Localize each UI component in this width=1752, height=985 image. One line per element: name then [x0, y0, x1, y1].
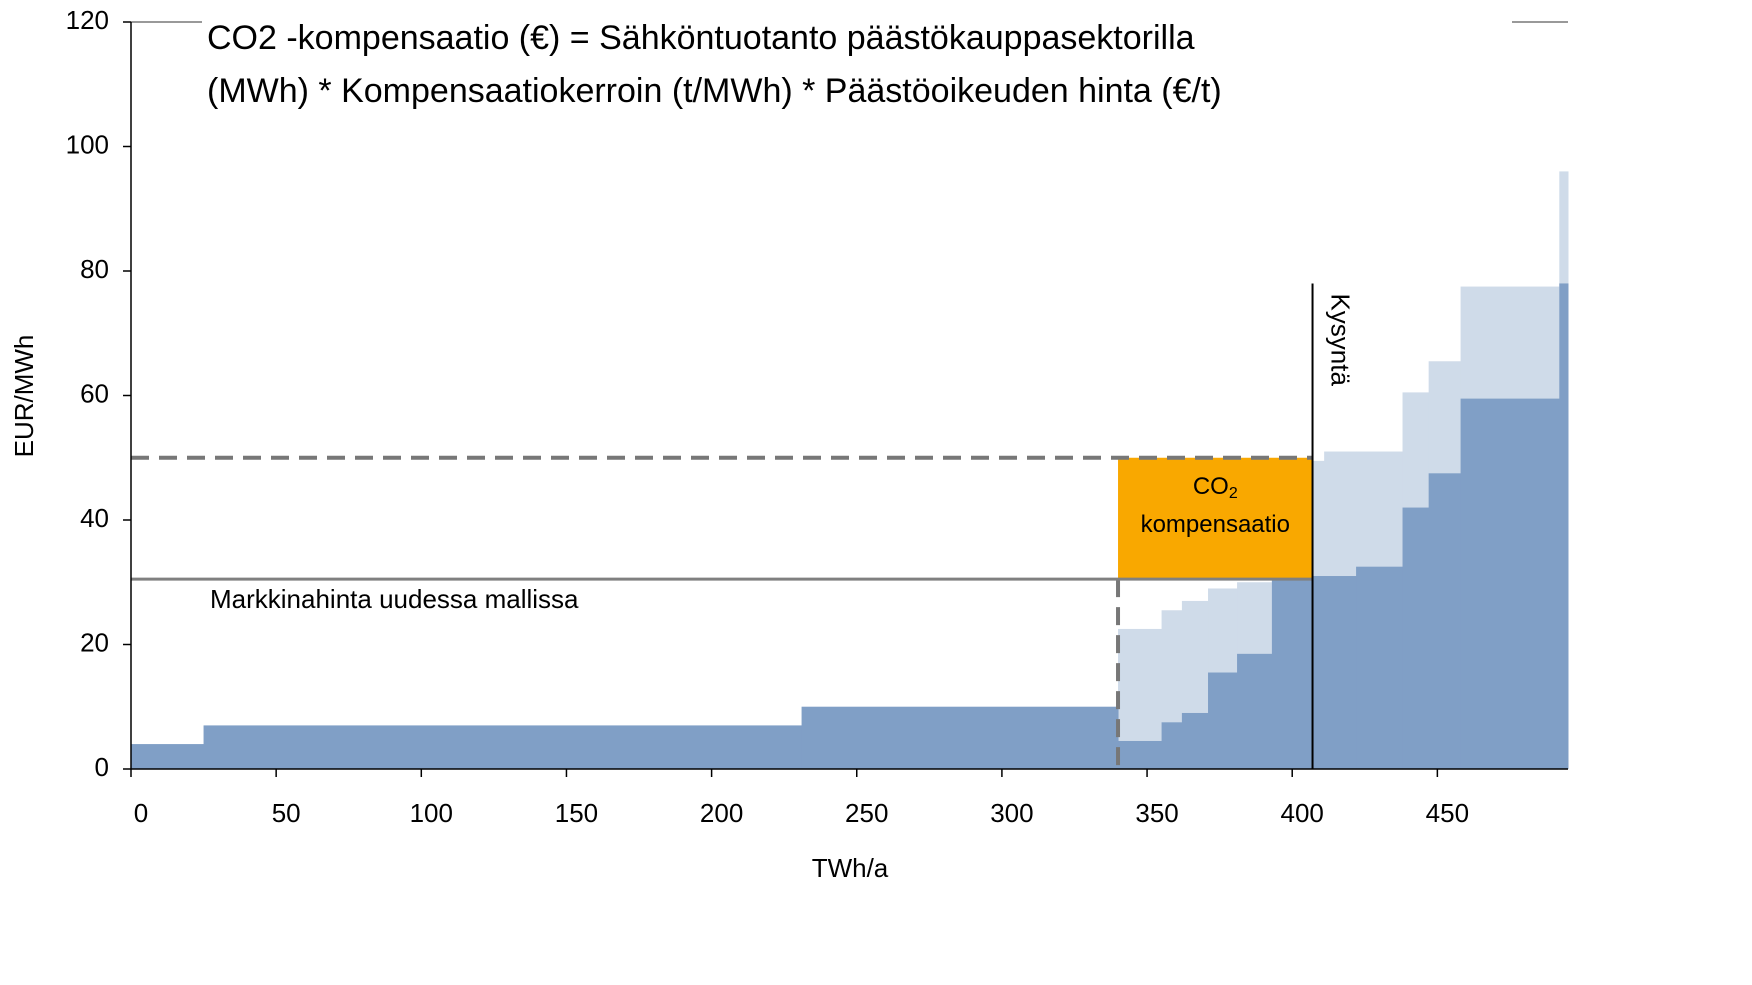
x-tick-label: 400: [1281, 798, 1324, 828]
compensation-box: [1118, 457, 1313, 580]
y-tick-label: 120: [66, 5, 109, 35]
step-bar: [131, 744, 205, 769]
step-bar: [1559, 283, 1569, 769]
step-bar: [801, 706, 1119, 769]
x-axis-label: TWh/a: [812, 853, 889, 883]
y-tick-label: 0: [95, 752, 109, 782]
compensation-label: CO2: [1193, 473, 1238, 502]
chart-title: CO2 -kompensaatio (€) = Sähköntuotanto p…: [207, 19, 1195, 57]
step-bar: [1161, 722, 1183, 769]
y-tick-label: 80: [80, 254, 109, 284]
step-bar: [1118, 740, 1163, 769]
x-tick-label: 50: [272, 798, 301, 828]
x-tick-label: 350: [1135, 798, 1178, 828]
step-bar: [1271, 579, 1314, 769]
y-tick-label: 100: [66, 129, 109, 159]
x-tick-label: 150: [555, 798, 598, 828]
y-tick-label: 40: [80, 503, 109, 533]
step-bar: [1428, 473, 1462, 769]
y-tick-label: 60: [80, 378, 109, 408]
compensation-label-main: CO: [1193, 473, 1229, 500]
x-tick-label: 200: [700, 798, 743, 828]
x-tick-label: 0: [134, 798, 148, 828]
step-bar: [1402, 507, 1430, 769]
step-bar: [1237, 653, 1273, 769]
x-tick-label: 450: [1426, 798, 1469, 828]
y-axis-label: EUR/MWh: [9, 335, 39, 458]
step-bar: [1460, 398, 1560, 769]
step-bar: [203, 725, 803, 769]
step-bar: [1356, 566, 1404, 769]
compensation-label-sub: 2: [1229, 485, 1238, 502]
step-bar: [1324, 576, 1357, 769]
demand-label: Kysyntä: [1326, 293, 1356, 386]
step-bar: [1208, 672, 1238, 769]
step-bar: [1312, 576, 1325, 769]
y-tick-label: 20: [80, 627, 109, 657]
x-tick-label: 300: [990, 798, 1033, 828]
step-bar: [1181, 712, 1209, 769]
compensation-label: kompensaatio: [1141, 511, 1290, 538]
chart-title: (MWh) * Kompensaatiokerroin (t/MWh) * Pä…: [207, 72, 1222, 110]
market-price-label: Markkinahinta uudessa mallissa: [210, 584, 579, 614]
x-tick-label: 250: [845, 798, 888, 828]
x-tick-label: 100: [410, 798, 453, 828]
